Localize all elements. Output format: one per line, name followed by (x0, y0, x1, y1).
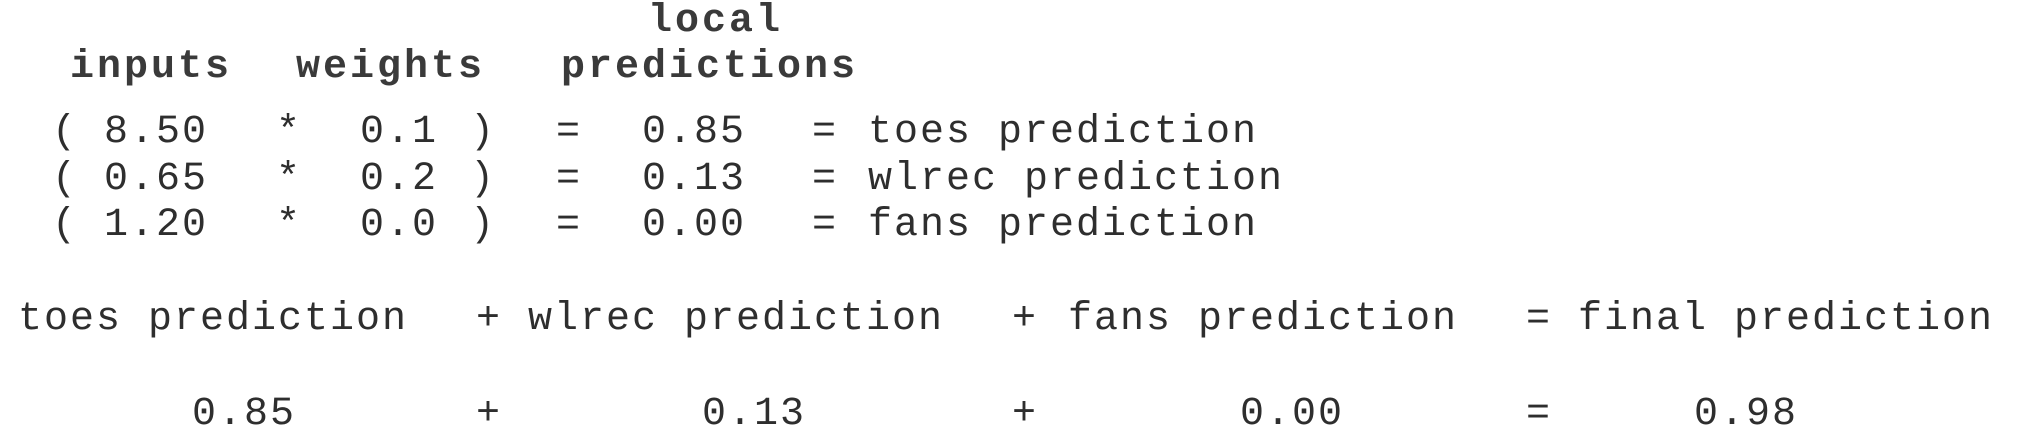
input-value: 8.50 (104, 110, 209, 155)
header-weights: weights (296, 45, 486, 90)
plus-operator: + (1012, 392, 1039, 437)
open-paren: ( (52, 157, 79, 202)
sum-value-fans: 0.00 (1240, 392, 1345, 437)
header-inputs: inputs (70, 45, 233, 90)
weight-value: 0.2 (360, 157, 439, 202)
equals-operator: = (1526, 392, 1553, 437)
equals-operator: = (556, 110, 583, 155)
plus-operator: + (476, 297, 503, 342)
local-prediction-value: 0.13 (642, 157, 747, 202)
equals-operator: = (812, 110, 839, 155)
weight-value: 0.0 (360, 203, 439, 248)
prediction-label: fans prediction (868, 203, 1259, 248)
final-prediction-value: 0.98 (1694, 392, 1799, 437)
header-local: local (648, 0, 784, 44)
sum-term-wlrec: wlrec prediction (528, 297, 945, 342)
sum-term-toes: toes prediction (18, 297, 409, 342)
equals-operator: = (812, 203, 839, 248)
multiply-operator: * (276, 203, 303, 248)
equals-operator: = (1526, 297, 1553, 342)
final-prediction-label: final prediction (1578, 297, 1995, 342)
sum-term-fans: fans prediction (1068, 297, 1459, 342)
weight-value: 0.1 (360, 110, 439, 155)
plus-operator: + (1012, 297, 1039, 342)
equals-operator: = (556, 203, 583, 248)
equals-operator: = (556, 157, 583, 202)
close-paren: ) (470, 203, 497, 248)
sum-value-toes: 0.85 (192, 392, 297, 437)
equals-operator: = (812, 157, 839, 202)
open-paren: ( (52, 110, 79, 155)
sum-value-wlrec: 0.13 (702, 392, 807, 437)
close-paren: ) (470, 110, 497, 155)
local-prediction-value: 0.00 (642, 203, 747, 248)
local-prediction-value: 0.85 (642, 110, 747, 155)
multiply-operator: * (276, 157, 303, 202)
prediction-label: wlrec prediction (868, 157, 1285, 202)
close-paren: ) (470, 157, 497, 202)
open-paren: ( (52, 203, 79, 248)
plus-operator: + (476, 392, 503, 437)
multiply-operator: * (276, 110, 303, 155)
input-value: 0.65 (104, 157, 209, 202)
prediction-label: toes prediction (868, 110, 1259, 155)
input-value: 1.20 (104, 203, 209, 248)
header-predictions: predictions (561, 45, 859, 90)
